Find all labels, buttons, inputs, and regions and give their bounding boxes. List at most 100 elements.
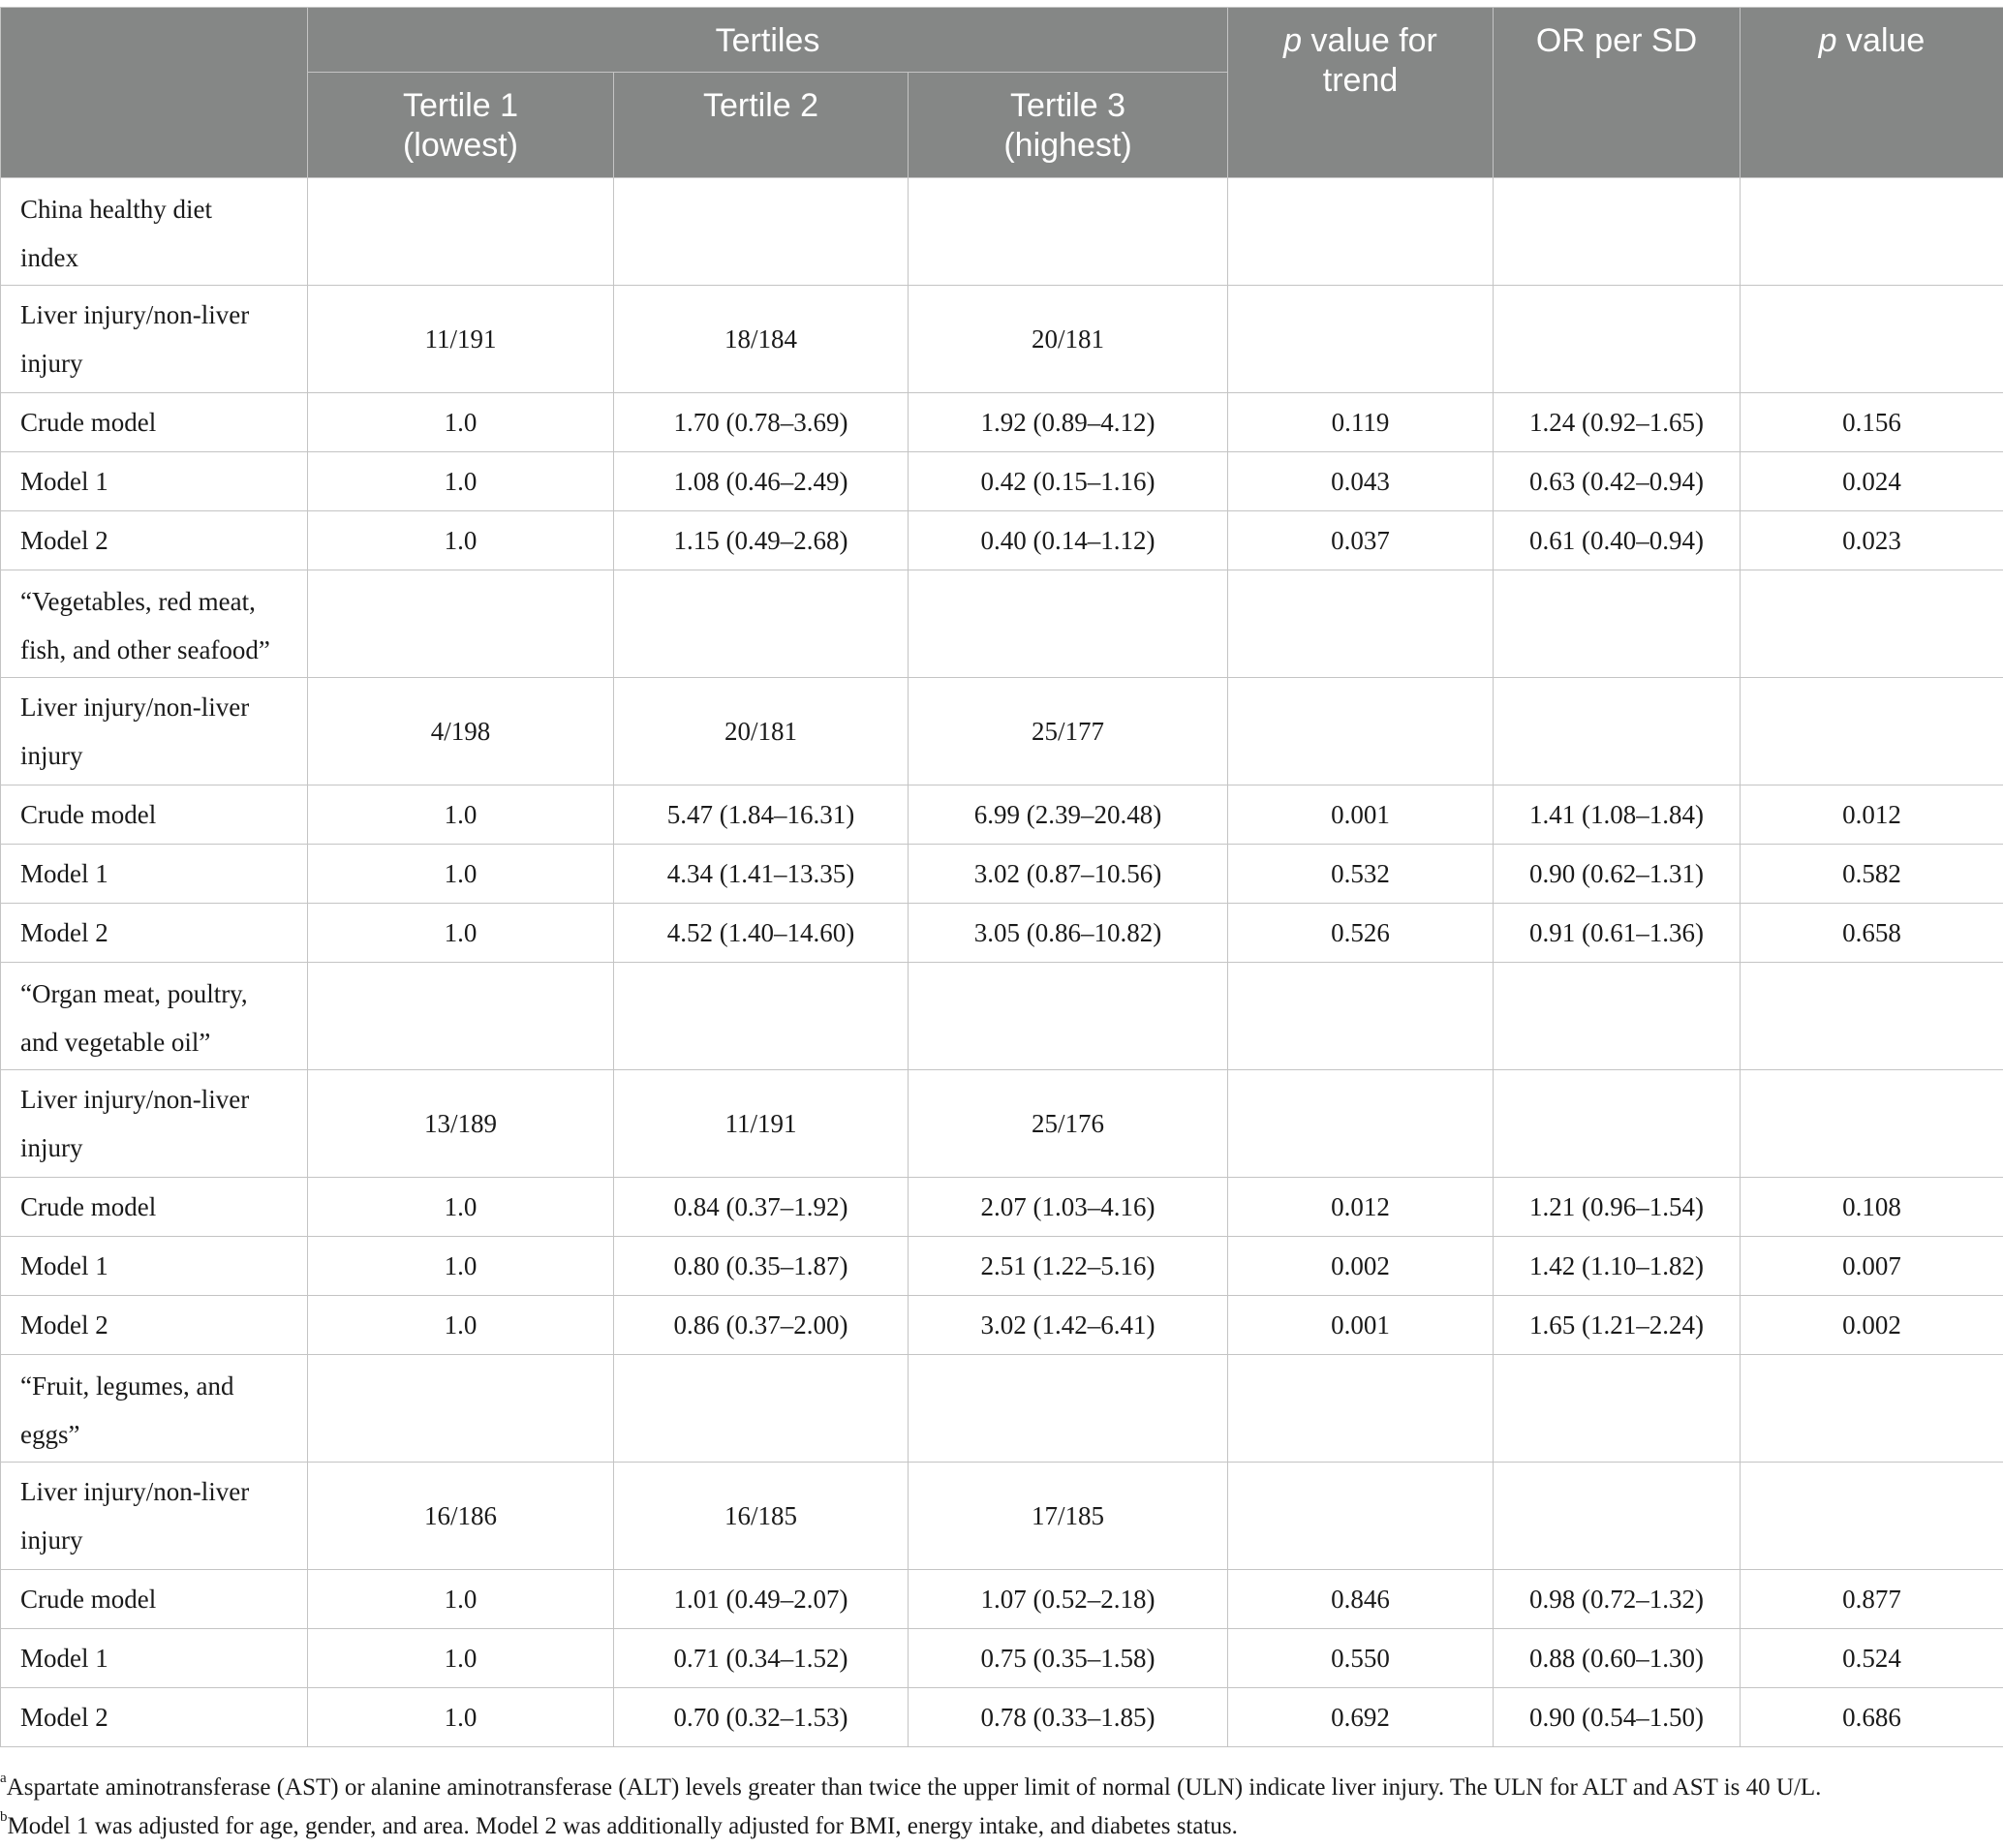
empty-cell	[613, 570, 909, 678]
model-p-trend: 0.526	[1227, 903, 1494, 963]
count-label: Liver injury/non-liver injury	[0, 285, 308, 393]
empty-cell	[1493, 962, 1741, 1070]
empty-cell	[307, 1354, 614, 1463]
header-empty-cell	[0, 7, 308, 178]
model-p-trend: 0.550	[1227, 1628, 1494, 1688]
model-or-per-sd: 1.42 (1.10–1.82)	[1493, 1236, 1741, 1296]
count-tertile-1: 13/189	[307, 1069, 614, 1178]
model-label: Model 1	[0, 844, 308, 904]
group-title: “Vegetables, red meat, fish, and other se…	[0, 570, 308, 678]
model-or-per-sd: 0.63 (0.42–0.94)	[1493, 451, 1741, 511]
empty-cell	[1493, 677, 1741, 785]
table-row-model: Model 1 1.0 4.34 (1.41–13.35) 3.02 (0.87–10…	[0, 844, 2003, 904]
model-p-value: 0.023	[1740, 510, 2003, 570]
empty-cell	[1493, 177, 1741, 286]
model-tertile-1: 1.0	[307, 1177, 614, 1237]
empty-cell	[307, 570, 614, 678]
empty-cell	[1740, 177, 2003, 286]
model-label: Crude model	[0, 1177, 308, 1237]
model-tertile-2: 4.52 (1.40–14.60)	[613, 903, 909, 963]
empty-cell	[908, 1354, 1228, 1463]
model-p-value: 0.877	[1740, 1569, 2003, 1629]
empty-cell	[908, 570, 1228, 678]
model-or-per-sd: 0.90 (0.62–1.31)	[1493, 844, 1741, 904]
count-label: Liver injury/non-liver injury	[0, 677, 308, 785]
model-tertile-2: 5.47 (1.84–16.31)	[613, 785, 909, 845]
model-p-trend: 0.532	[1227, 844, 1494, 904]
model-tertile-3: 3.05 (0.86–10.82)	[908, 903, 1228, 963]
table-row-model: Crude model 1.0 0.84 (0.37–1.92) 2.07 (1.03…	[0, 1177, 2003, 1237]
table-row-model: Model 1 1.0 0.71 (0.34–1.52) 0.75 (0.35–1.5…	[0, 1628, 2003, 1688]
table-row-group-title: China healthy diet index	[0, 177, 2003, 286]
header-tertiles: Tertiles	[307, 7, 1228, 73]
empty-cell	[1227, 570, 1494, 678]
model-tertile-1: 1.0	[307, 392, 614, 452]
count-tertile-2: 18/184	[613, 285, 909, 393]
model-p-trend: 0.001	[1227, 785, 1494, 845]
count-label: Liver injury/non-liver injury	[0, 1069, 308, 1178]
empty-cell	[1493, 1462, 1741, 1570]
model-p-trend: 0.119	[1227, 392, 1494, 452]
empty-cell	[1227, 1462, 1494, 1570]
empty-cell	[908, 962, 1228, 1070]
model-p-value: 0.686	[1740, 1687, 2003, 1747]
count-tertile-1: 16/186	[307, 1462, 614, 1570]
table-body: China healthy diet index Liver injury/non-…	[0, 177, 2003, 1747]
header-p-trend: p value for trend	[1227, 7, 1494, 178]
model-tertile-3: 0.42 (0.15–1.16)	[908, 451, 1228, 511]
empty-cell	[1227, 1354, 1494, 1463]
model-tertile-3: 3.02 (1.42–6.41)	[908, 1295, 1228, 1355]
model-label: Model 2	[0, 510, 308, 570]
results-table-container: Tertiles p value for trend OR per SD p va…	[0, 7, 2003, 1747]
model-tertile-1: 1.0	[307, 451, 614, 511]
group-title: “Organ meat, poultry, and vegetable oil”	[0, 962, 308, 1070]
model-p-trend: 0.002	[1227, 1236, 1494, 1296]
model-tertile-1: 1.0	[307, 1628, 614, 1688]
model-tertile-3: 1.07 (0.52–2.18)	[908, 1569, 1228, 1629]
empty-cell	[1740, 1069, 2003, 1178]
count-tertile-3: 25/177	[908, 677, 1228, 785]
table-row-model: Model 2 1.0 4.52 (1.40–14.60) 3.05 (0.86–10…	[0, 903, 2003, 963]
table-row-model: Crude model 1.0 1.01 (0.49–2.07) 1.07 (0.52…	[0, 1569, 2003, 1629]
count-label: Liver injury/non-liver injury	[0, 1462, 308, 1570]
empty-cell	[908, 177, 1228, 286]
model-tertile-1: 1.0	[307, 903, 614, 963]
model-p-value: 0.002	[1740, 1295, 2003, 1355]
model-p-value: 0.524	[1740, 1628, 2003, 1688]
empty-cell	[1740, 285, 2003, 393]
model-tertile-3: 2.07 (1.03–4.16)	[908, 1177, 1228, 1237]
model-p-trend: 0.012	[1227, 1177, 1494, 1237]
empty-cell	[1493, 285, 1741, 393]
table-row-counts: Liver injury/non-liver injury 11/191 18/184…	[0, 285, 2003, 393]
model-p-value: 0.108	[1740, 1177, 2003, 1237]
table-header: Tertiles p value for trend OR per SD p va…	[0, 7, 2003, 178]
empty-cell	[1740, 677, 2003, 785]
header-or-per-sd: OR per SD	[1493, 7, 1741, 178]
empty-cell	[613, 962, 909, 1070]
model-tertile-3: 3.02 (0.87–10.56)	[908, 844, 1228, 904]
model-label: Model 1	[0, 451, 308, 511]
model-or-per-sd: 0.98 (0.72–1.32)	[1493, 1569, 1741, 1629]
empty-cell	[1493, 570, 1741, 678]
count-tertile-3: 25/176	[908, 1069, 1228, 1178]
model-tertile-3: 6.99 (2.39–20.48)	[908, 785, 1228, 845]
empty-cell	[1740, 1462, 2003, 1570]
empty-cell	[307, 962, 614, 1070]
table-row-model: Model 2 1.0 0.86 (0.37–2.00) 3.02 (1.42–6.4…	[0, 1295, 2003, 1355]
model-p-trend: 0.043	[1227, 451, 1494, 511]
table-row-counts: Liver injury/non-liver injury 4/198 20/181 2…	[0, 677, 2003, 785]
model-tertile-2: 1.70 (0.78–3.69)	[613, 392, 909, 452]
model-tertile-1: 1.0	[307, 844, 614, 904]
table-row-group-title: “Organ meat, poultry, and vegetable oil”	[0, 962, 2003, 1070]
model-tertile-2: 0.86 (0.37–2.00)	[613, 1295, 909, 1355]
group-title: China healthy diet index	[0, 177, 308, 286]
model-label: Crude model	[0, 785, 308, 845]
results-table: Tertiles p value for trend OR per SD p va…	[0, 7, 2003, 1747]
model-p-trend: 0.846	[1227, 1569, 1494, 1629]
model-p-trend: 0.037	[1227, 510, 1494, 570]
model-label: Model 2	[0, 1687, 308, 1747]
model-or-per-sd: 1.41 (1.08–1.84)	[1493, 785, 1741, 845]
count-tertile-1: 4/198	[307, 677, 614, 785]
model-or-per-sd: 0.61 (0.40–0.94)	[1493, 510, 1741, 570]
model-tertile-2: 1.08 (0.46–2.49)	[613, 451, 909, 511]
